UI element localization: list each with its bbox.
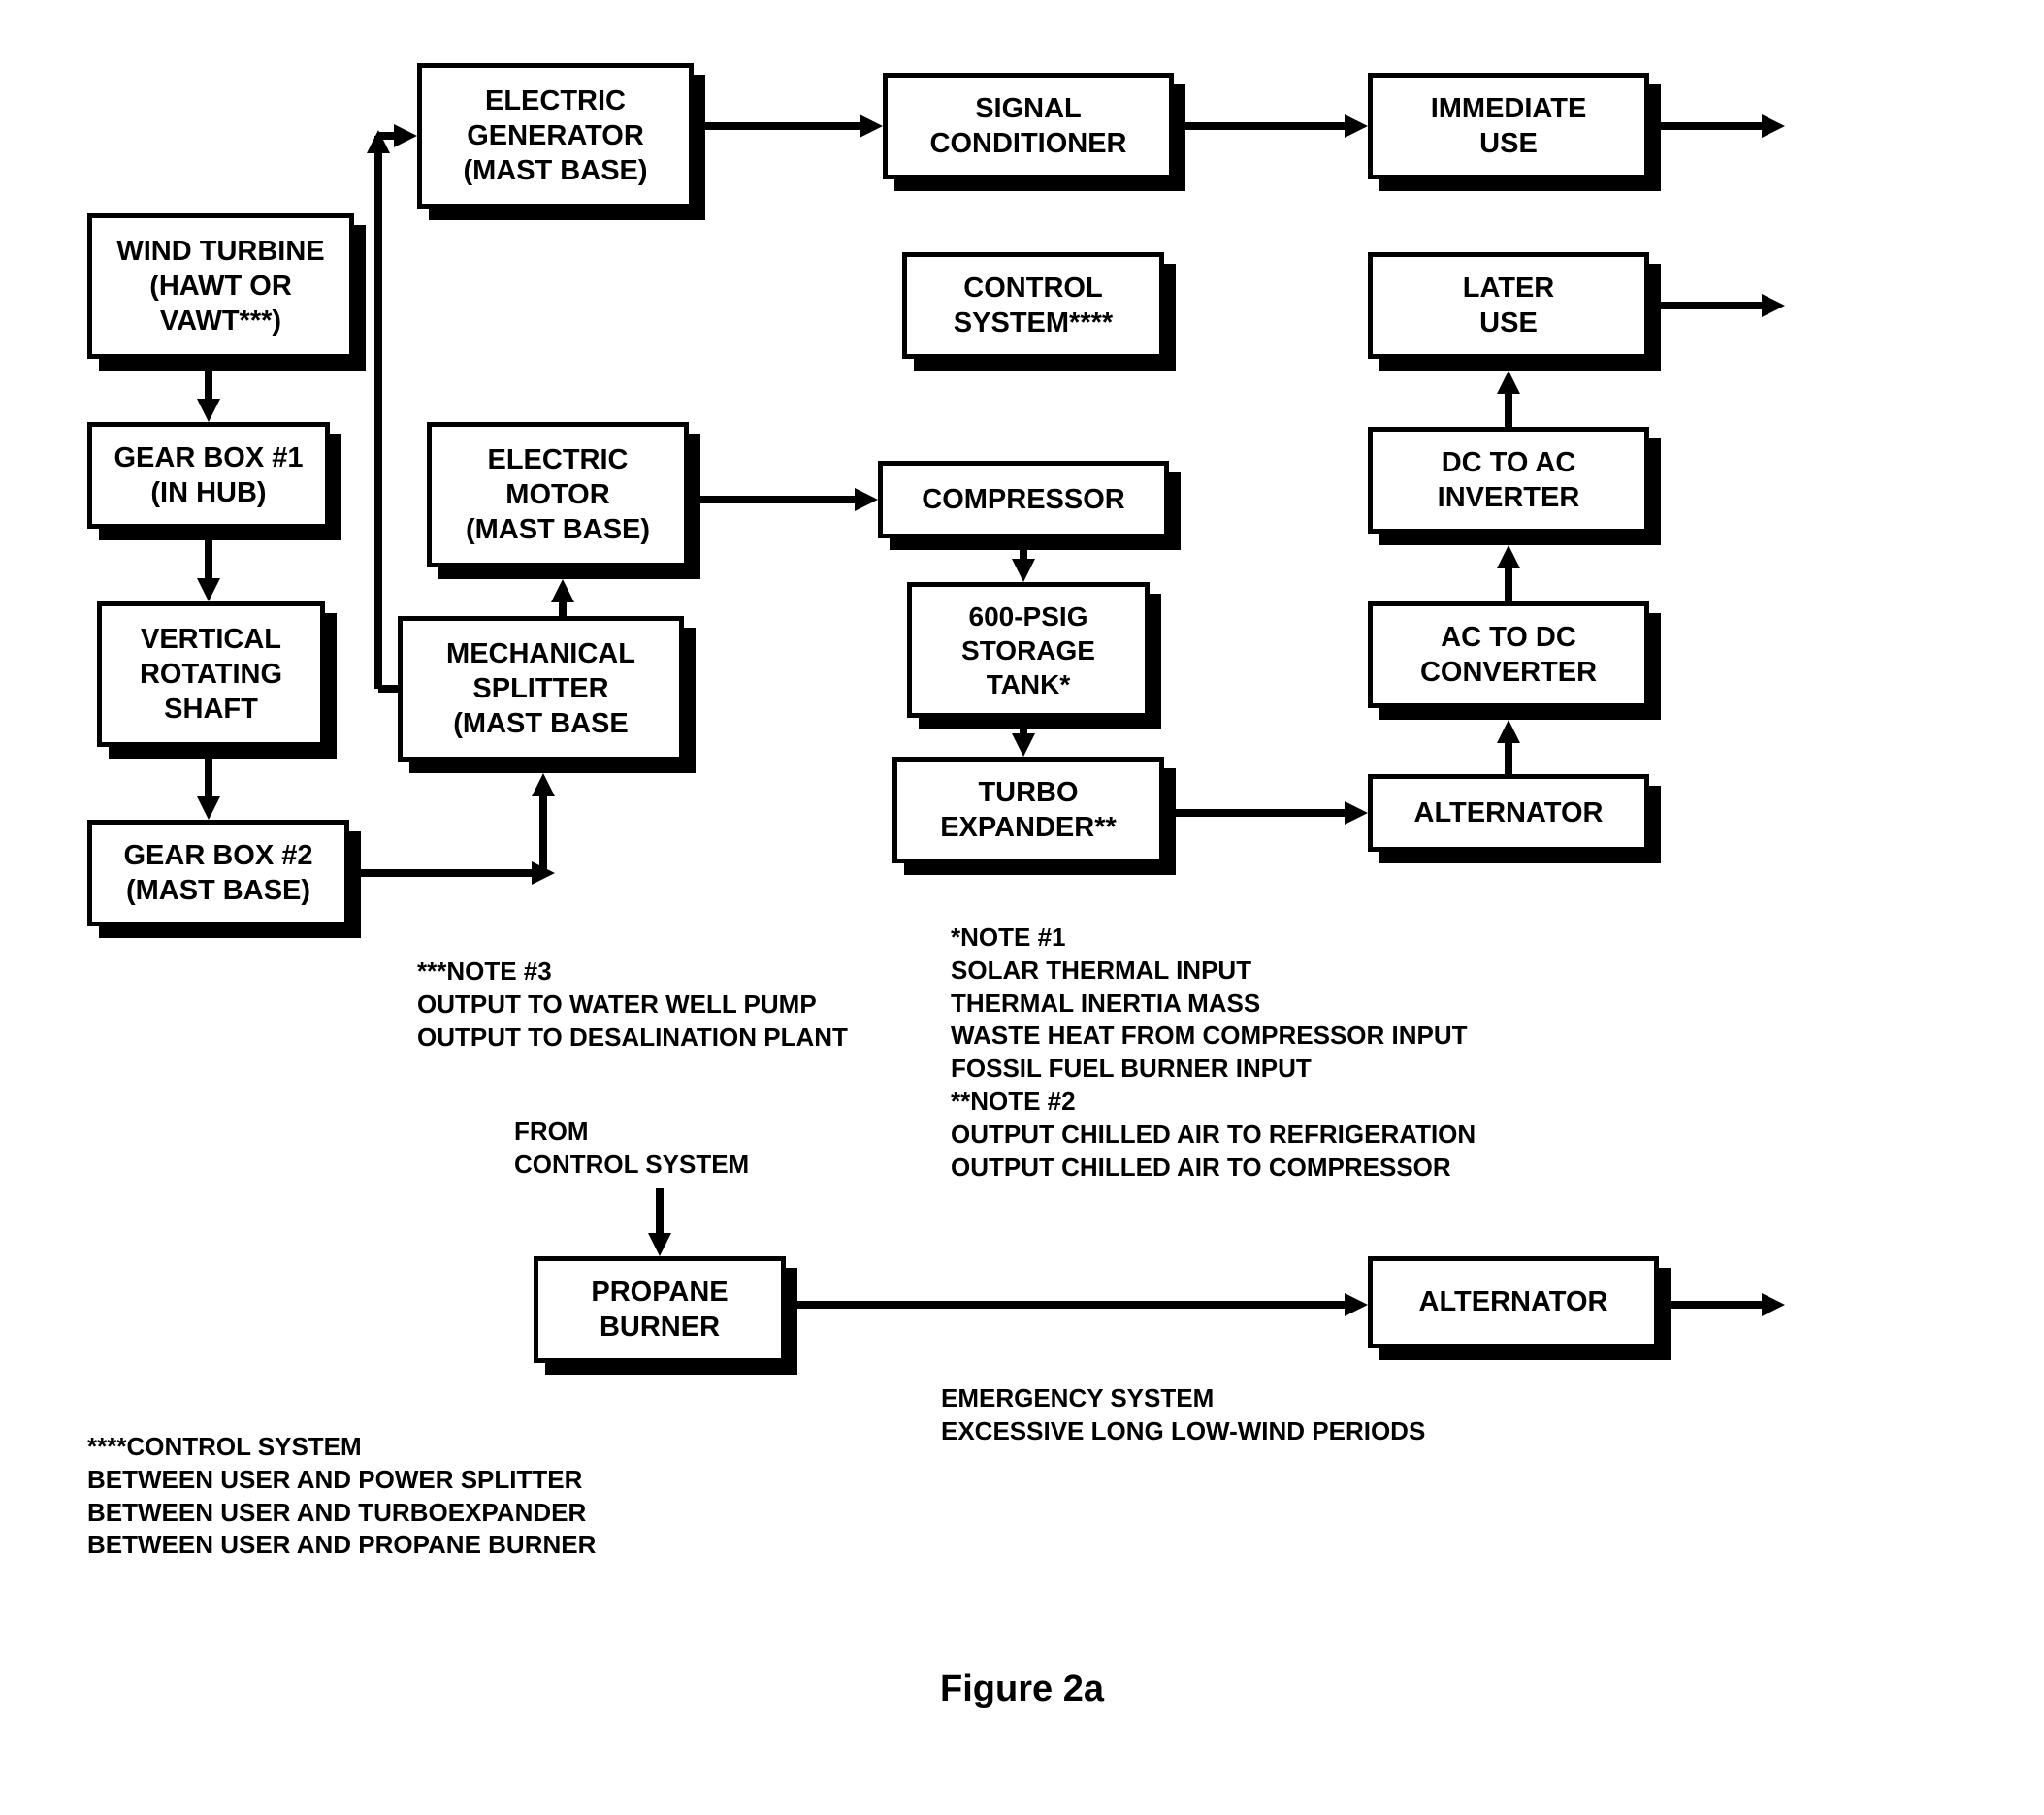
- edge-head: [648, 1233, 671, 1256]
- edge-head: [532, 773, 555, 796]
- node-alternator1: ALTERNATOR: [1368, 774, 1649, 852]
- edge-head: [1497, 371, 1520, 394]
- edge-seg: [1505, 739, 1512, 774]
- node-gearbox2: GEAR BOX #2 (MAST BASE): [87, 820, 349, 926]
- edge-head: [1762, 294, 1785, 317]
- note-fromctl: FROM CONTROL SYSTEM: [514, 1116, 749, 1182]
- edge-seg: [700, 496, 859, 503]
- node-tank: 600-PSIG STORAGE TANK*: [907, 582, 1150, 718]
- node-immuse: IMMEDIATE USE: [1368, 73, 1649, 179]
- note-ctlnote: ****CONTROL SYSTEM BETWEEN USER AND POWE…: [87, 1431, 596, 1562]
- edge-head: [1497, 545, 1520, 568]
- node-lateruse: LATER USE: [1368, 252, 1649, 359]
- node-alternator2: ALTERNATOR: [1368, 1256, 1659, 1348]
- edge-head: [367, 130, 390, 153]
- edge-seg: [1661, 302, 1766, 309]
- node-inverter: DC TO AC INVERTER: [1368, 427, 1649, 534]
- edge-seg: [1176, 809, 1348, 817]
- edge-seg: [361, 869, 543, 877]
- node-egen: ELECTRIC GENERATOR (MAST BASE): [417, 63, 694, 209]
- edge-seg: [539, 793, 547, 873]
- edge-seg: [1505, 390, 1512, 427]
- node-propane: PROPANE BURNER: [534, 1256, 786, 1363]
- figure-caption: Figure 2a: [39, 1669, 2005, 1710]
- node-compressor: COMPRESSOR: [878, 461, 1169, 538]
- edge-seg: [1671, 1301, 1766, 1309]
- edge-head: [1345, 114, 1368, 138]
- edge-head: [1012, 733, 1035, 757]
- edge-head: [551, 579, 574, 602]
- note-emerg: EMERGENCY SYSTEM EXCESSIVE LONG LOW-WIND…: [941, 1382, 1425, 1448]
- node-vshaft: VERTICAL ROTATING SHAFT: [97, 601, 325, 747]
- node-wind_turbine: WIND TURBINE (HAWT OR VAWT***): [87, 213, 354, 359]
- edge-head: [197, 578, 220, 601]
- node-gearbox1: GEAR BOX #1 (IN HUB): [87, 422, 330, 529]
- edge-seg: [1185, 122, 1348, 130]
- edge-head: [1012, 559, 1035, 582]
- edge-head: [1345, 801, 1368, 825]
- edge-seg: [205, 540, 212, 582]
- node-msplit: MECHANICAL SPLITTER (MAST BASE: [398, 616, 684, 762]
- edge-seg: [797, 1301, 1348, 1309]
- node-converter: AC TO DC CONVERTER: [1368, 601, 1649, 708]
- edge-head: [855, 488, 878, 511]
- edge-head: [197, 399, 220, 422]
- edge-head: [197, 796, 220, 820]
- note-note3: ***NOTE #3 OUTPUT TO WATER WELL PUMP OUT…: [417, 956, 848, 1053]
- node-sigcond: SIGNAL CONDITIONER: [883, 73, 1174, 179]
- edge-seg: [705, 122, 863, 130]
- node-turboexp: TURBO EXPANDER**: [892, 757, 1164, 863]
- edge-seg: [1661, 122, 1766, 130]
- node-ctlsys: CONTROL SYSTEM****: [902, 252, 1164, 359]
- node-emotor: ELECTRIC MOTOR (MAST BASE): [427, 422, 689, 567]
- edge-head: [1762, 114, 1785, 138]
- edge-seg: [656, 1188, 664, 1237]
- edge-seg: [374, 136, 382, 689]
- edge-head: [394, 124, 417, 147]
- edge-head: [1762, 1293, 1785, 1316]
- edge-head: [860, 114, 883, 138]
- note-note1: *NOTE #1 SOLAR THERMAL INPUT THERMAL INE…: [951, 922, 1476, 1183]
- edge-head: [1345, 1293, 1368, 1316]
- edge-head: [1497, 720, 1520, 743]
- edge-seg: [1505, 565, 1512, 601]
- edge-seg: [205, 759, 212, 800]
- flowchart-canvas: WIND TURBINE (HAWT OR VAWT***) GEAR BOX #…: [39, 39, 2005, 1776]
